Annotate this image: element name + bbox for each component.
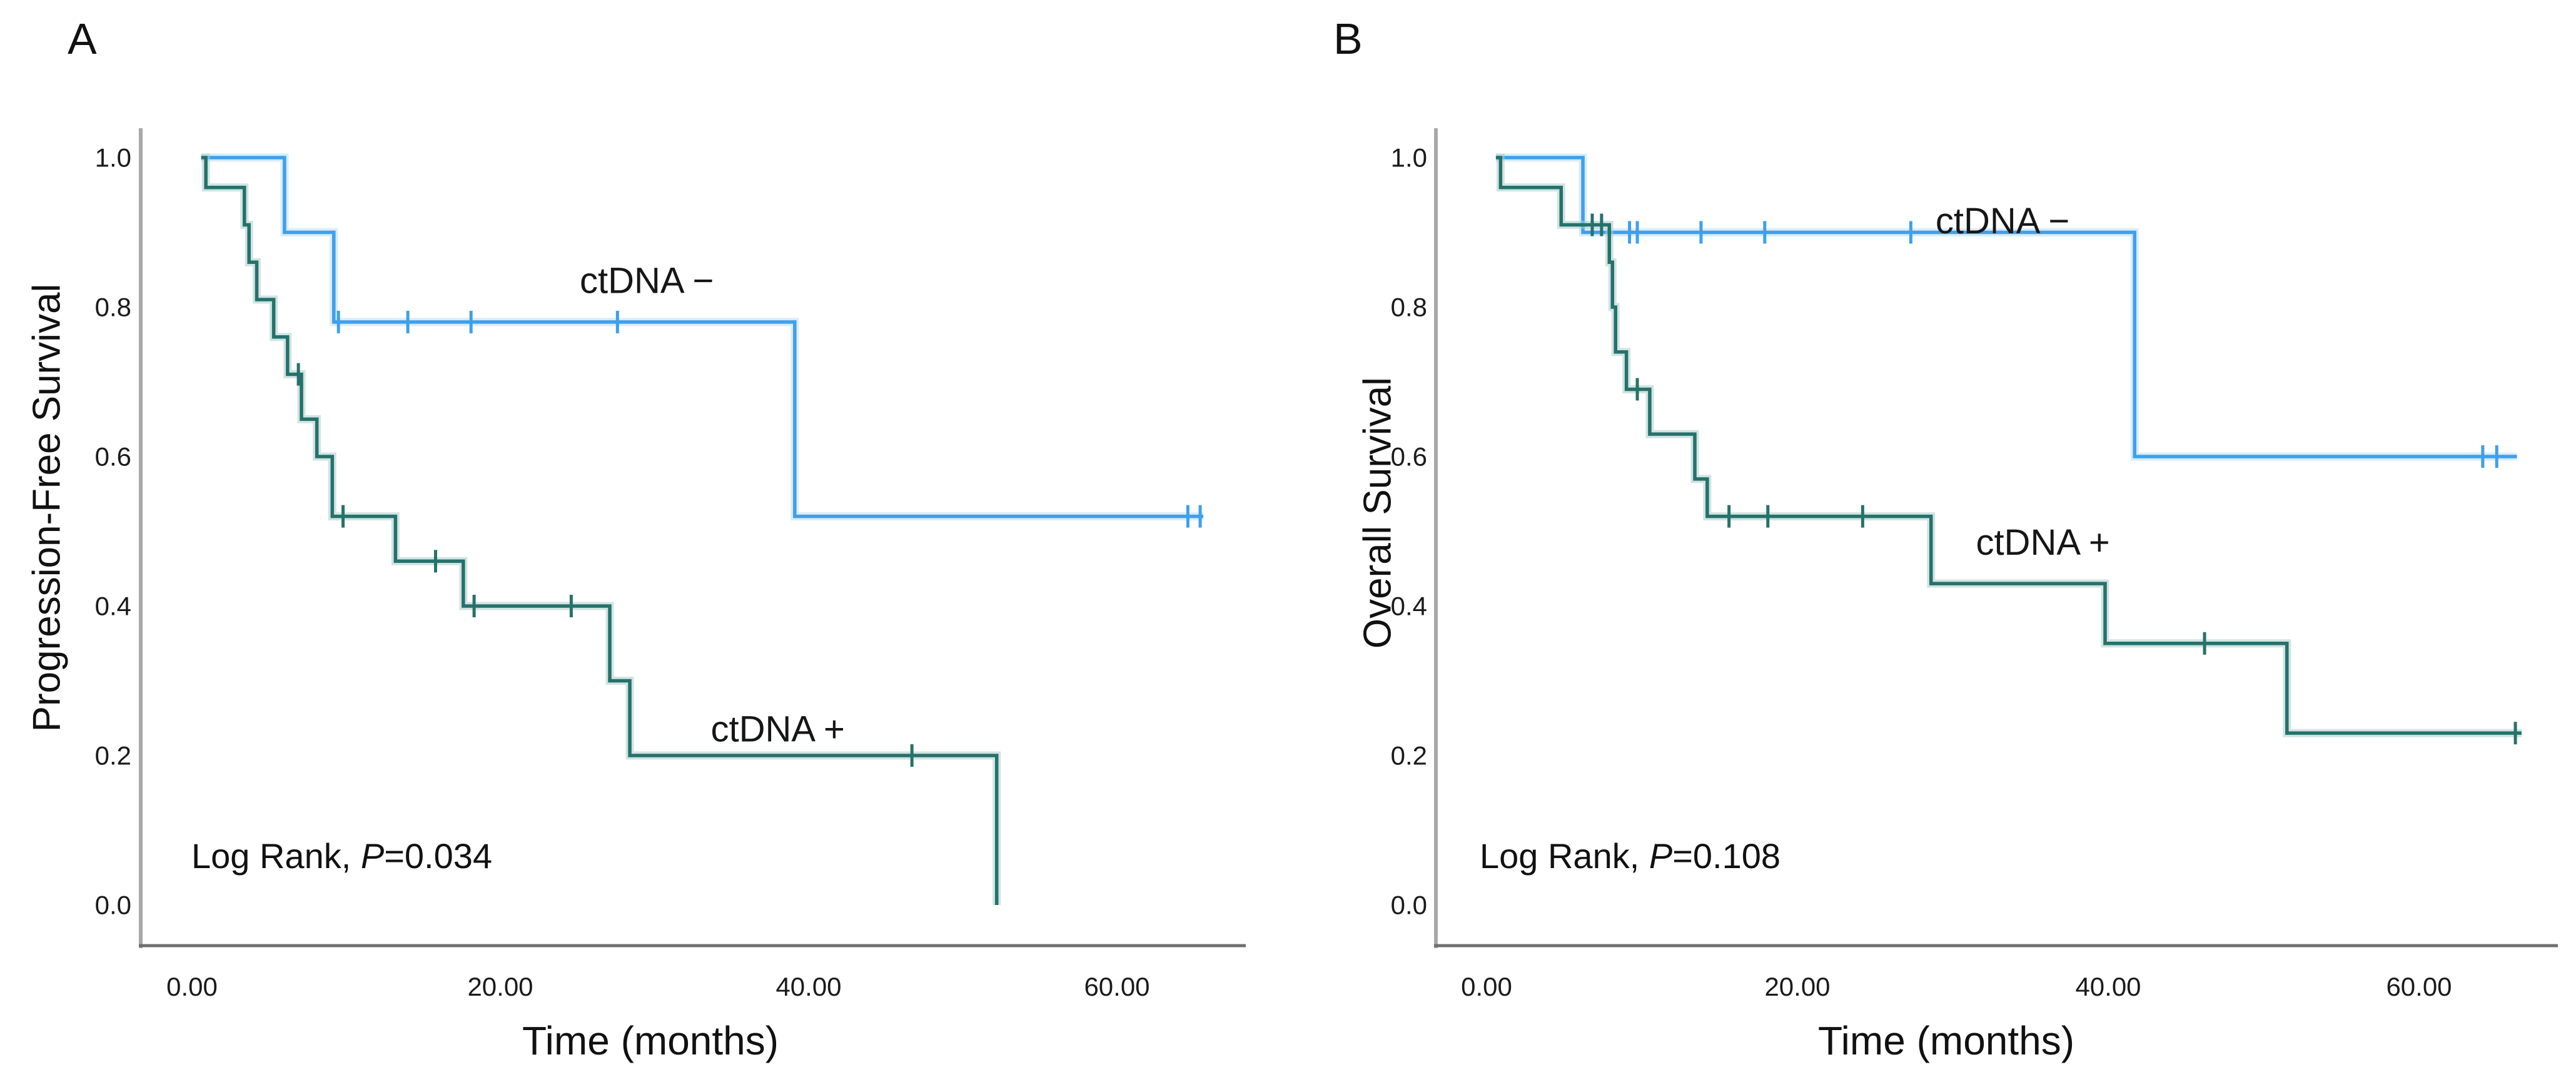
x-tick-label-B-20.00: 20.00 <box>1764 972 1830 1001</box>
y-tick-label-B-0.6: 0.6 <box>1391 442 1427 472</box>
y-tick-label-B-0.4: 0.4 <box>1391 592 1427 621</box>
y-tick-label-B-0.2: 0.2 <box>1391 741 1427 771</box>
logrank-p-symbol-a: P <box>360 836 385 876</box>
x-tick-label-B-60.00: 60.00 <box>2386 972 2452 1001</box>
logrank-prefix-a: Log Rank, <box>191 836 361 876</box>
x-tick-label-A-60.00: 60.00 <box>1084 972 1149 1001</box>
survival-curve-halo-ctdna_negative-A <box>201 153 1204 521</box>
x-axis-title-time-months-b: Time (months) <box>1817 1018 2075 1063</box>
survival-curve-ctdna_negative-A <box>201 156 1204 518</box>
y-tick-label-A-0.4: 0.4 <box>95 592 131 621</box>
panel-b-letter: B <box>1333 14 1363 63</box>
logrank-p-value-a: =0.034 <box>384 836 493 876</box>
y-axis-title-overall-survival: Overall Survival <box>1356 377 1400 649</box>
y-tick-label-A-0.2: 0.2 <box>95 741 131 771</box>
x-tick-label-A-40.00: 40.00 <box>775 972 841 1001</box>
y-tick-label-B-1.0: 1.0 <box>1391 143 1427 173</box>
x-tick-label-B-40.00: 40.00 <box>2075 972 2141 1001</box>
y-tick-label-A-0.8: 0.8 <box>95 293 131 322</box>
series-label-ctdna_negative-A: ctDNA − <box>580 261 714 301</box>
logrank-annotation-a: Log Rank, P=0.034 <box>191 836 492 876</box>
x-tick-label-A-20.00: 20.00 <box>467 972 533 1001</box>
series-label-ctdna_negative-B: ctDNA − <box>1936 201 2069 241</box>
survival-curve-halo-ctdna_positive-B <box>1495 153 2522 737</box>
y-tick-label-A-0.6: 0.6 <box>95 442 131 472</box>
y-tick-label-A-1.0: 1.0 <box>95 143 131 173</box>
y-tick-label-B-0.8: 0.8 <box>1391 293 1427 322</box>
logrank-p-value-b: =0.108 <box>1672 836 1781 876</box>
y-tick-label-A-0.0: 0.0 <box>95 891 131 920</box>
y-axis-title-progression-free-survival: Progression-Free Survival <box>25 283 69 732</box>
x-tick-label-B-0.00: 0.00 <box>1461 972 1512 1001</box>
y-tick-label-B-0.0: 0.0 <box>1391 891 1427 920</box>
survival-curve-ctdna_negative-B <box>1495 156 2517 458</box>
survival-curve-ctdna_positive-A <box>201 156 999 905</box>
x-axis-title-time-months-a: Time (months) <box>522 1018 779 1063</box>
x-tick-label-A-0.00: 0.00 <box>166 972 218 1001</box>
panel-a-letter: A <box>68 14 97 63</box>
survival-curve-ctdna_positive-B <box>1495 156 2522 735</box>
logrank-prefix-b: Log Rank, <box>1480 836 1649 876</box>
logrank-annotation-b: Log Rank, P=0.108 <box>1480 836 1780 876</box>
series-label-ctdna_positive-A: ctDNA + <box>711 709 845 750</box>
series-label-ctdna_positive-B: ctDNA + <box>1976 522 2109 563</box>
logrank-p-symbol-b: P <box>1649 836 1673 876</box>
